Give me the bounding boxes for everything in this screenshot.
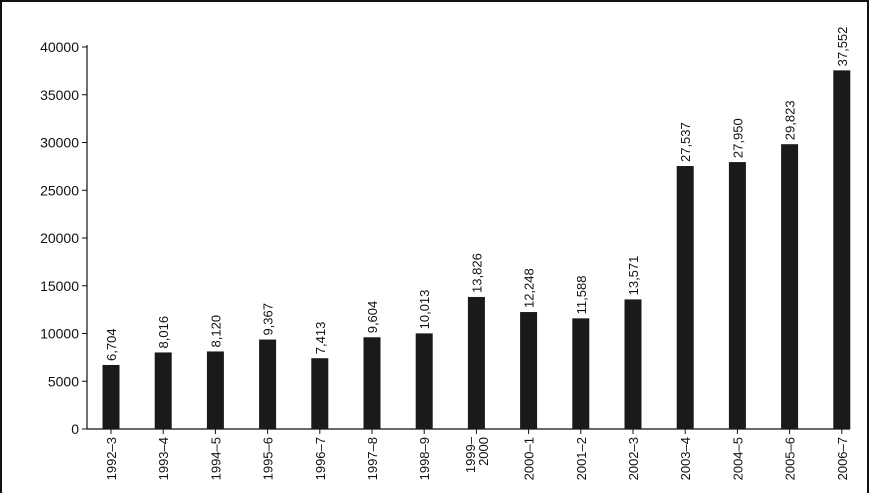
value-label: 10,013 — [417, 290, 432, 330]
category-label: 2003–4 — [678, 437, 693, 480]
value-label: 9,604 — [365, 301, 380, 334]
bar — [206, 351, 224, 429]
y-tick-label: 30000 — [40, 135, 79, 151]
value-label: 8,016 — [156, 316, 171, 349]
category-label: 1993–4 — [156, 437, 171, 480]
y-tick-label: 35000 — [40, 87, 79, 103]
y-tick-label: 40000 — [40, 39, 79, 55]
category-label: 1995–6 — [261, 437, 276, 480]
value-label: 29,823 — [783, 100, 798, 140]
bar — [624, 299, 642, 429]
category-label: 1997–8 — [365, 437, 380, 480]
value-label: 6,704 — [104, 328, 119, 361]
value-label: 8,120 — [208, 315, 223, 348]
y-tick-label: 20000 — [40, 230, 79, 246]
value-label: 13,571 — [626, 256, 641, 296]
labels: 6,704 1992–3 8,016 1993–4 8,120 1994–5 9,367 19… — [104, 27, 850, 481]
category-label-line: 1999– — [463, 436, 478, 473]
category-label: 2006–7 — [835, 437, 850, 480]
y-tick-label: 10000 — [40, 326, 79, 342]
value-label: 27,950 — [730, 118, 745, 158]
value-label: 7,413 — [313, 322, 328, 355]
category-label-line: 2000 — [476, 437, 491, 466]
bar — [520, 312, 538, 429]
bar — [259, 339, 277, 429]
bar — [415, 333, 433, 429]
bar — [781, 144, 799, 429]
bar — [154, 352, 172, 429]
category-label: 2001–2 — [574, 437, 589, 480]
category-label: 1998–9 — [417, 437, 432, 480]
value-label: 37,552 — [835, 27, 850, 67]
bar — [833, 70, 851, 429]
value-label: 27,537 — [678, 122, 693, 162]
bar — [572, 318, 590, 429]
value-label: 12,248 — [522, 268, 537, 308]
y-tick-label: 0 — [71, 421, 79, 437]
bar — [363, 337, 381, 429]
bar — [102, 364, 120, 429]
category-label: 1996–7 — [313, 437, 328, 480]
category-label: 1999–2000 — [463, 436, 491, 473]
category-label: 1992–3 — [104, 437, 119, 480]
bars — [102, 70, 851, 429]
value-label: 9,367 — [261, 303, 276, 336]
category-label: 2002–3 — [626, 437, 641, 480]
y-tick-label: 5000 — [48, 373, 79, 389]
category-label: 2004–5 — [730, 437, 745, 480]
bar — [311, 358, 329, 429]
y-tick-label: 15000 — [40, 278, 79, 294]
category-label: 2005–6 — [783, 437, 798, 480]
bar — [467, 296, 485, 429]
category-label: 1994–5 — [208, 437, 223, 480]
y-tick-label: 25000 — [40, 182, 79, 198]
bar — [728, 162, 746, 429]
value-label: 11,588 — [574, 276, 589, 315]
value-label: 13,826 — [469, 253, 484, 293]
bar — [676, 166, 694, 429]
category-label: 2000–1 — [522, 437, 537, 480]
